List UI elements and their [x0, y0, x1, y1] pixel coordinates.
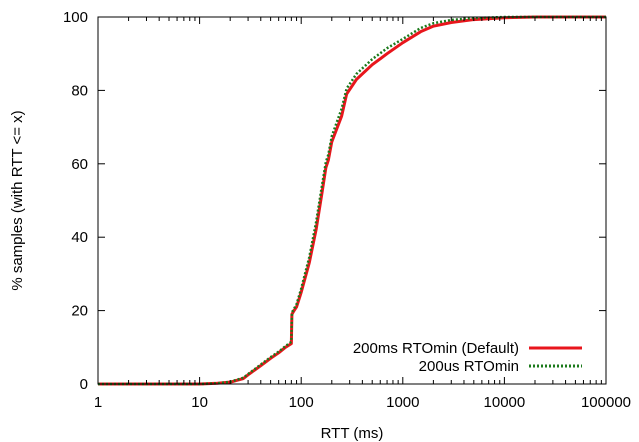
x-tick-label: 10: [191, 394, 208, 411]
y-tick-label: 80: [71, 82, 88, 99]
y-tick-label: 20: [71, 303, 88, 320]
plot-frame: [97, 16, 607, 385]
x-axis-ticks: 1 10 100 1000 10000 100000: [94, 17, 631, 411]
x-tick-label: 100: [289, 394, 314, 411]
y-tick-label: 40: [71, 229, 88, 246]
x-tick-label: 1000: [386, 394, 419, 411]
y-tick-label: 0: [80, 376, 88, 393]
x-tick-label: 100000: [581, 394, 631, 411]
y-axis-ticks: 0 20 40 60 80 100: [63, 9, 606, 393]
y-tick-label: 60: [71, 156, 88, 173]
x-tick-label: 1: [94, 394, 102, 411]
legend-label: 200us RTOmin: [419, 358, 519, 375]
y-axis-label: % samples (with RTT <= x): [9, 110, 26, 290]
y-tick-label: 100: [63, 9, 88, 26]
x-axis-label: RTT (ms): [321, 425, 384, 442]
legend-label: 200ms RTOmin (Default): [353, 340, 519, 357]
series-layer: [98, 15, 606, 386]
series-line-1: [98, 15, 606, 386]
series-line-2: [98, 15, 606, 386]
x-tick-label: 10000: [484, 394, 526, 411]
legend: 200ms RTOmin (Default)200us RTOmin: [353, 340, 582, 375]
